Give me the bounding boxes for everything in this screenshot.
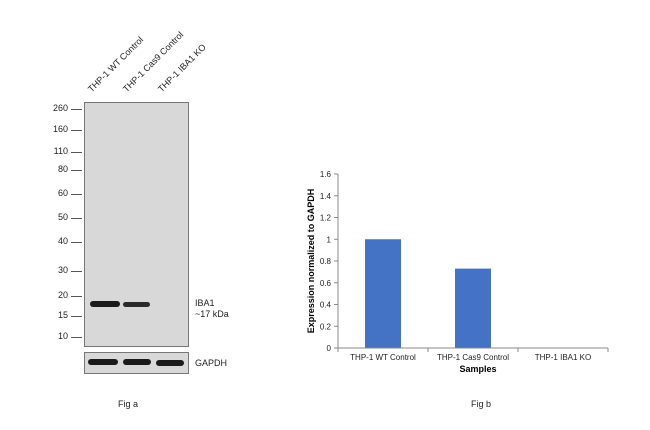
gapdh-band-wt bbox=[88, 359, 118, 365]
mw-tick bbox=[71, 218, 82, 219]
loading-control-label: GAPDH bbox=[195, 358, 228, 368]
bar-1 bbox=[365, 239, 401, 348]
y-tick-label: 1.6 bbox=[320, 170, 332, 179]
gapdh-band-ko bbox=[156, 360, 184, 366]
mw-marker-160: 160 bbox=[52, 124, 68, 134]
mw-marker-15: 15 bbox=[57, 310, 68, 320]
mw-tick bbox=[71, 130, 82, 131]
y-tick-label: 1.4 bbox=[320, 192, 332, 201]
bar-2 bbox=[455, 268, 491, 348]
mw-tick bbox=[71, 296, 82, 297]
target-size-label: ~17 kDa bbox=[195, 309, 229, 319]
y-tick-label: 0.6 bbox=[320, 279, 332, 288]
mw-marker-80: 80 bbox=[57, 164, 68, 174]
mw-tick bbox=[71, 271, 82, 272]
x-tick-label: THP-1 Cas9 Control bbox=[437, 353, 509, 362]
x-axis: THP-1 WT Control THP-1 Cas9 Control THP-1 … bbox=[337, 347, 609, 362]
target-protein-label: IBA1 bbox=[195, 298, 215, 308]
y-tick-label: 0.8 bbox=[320, 257, 332, 266]
mw-marker-60: 60 bbox=[57, 188, 68, 198]
gapdh-band-cas9 bbox=[123, 359, 151, 365]
y-tick-label: 1 bbox=[327, 235, 332, 244]
y-axis: 0 0.2 0.4 0.6 0.8 1 1.2 1.4 1.6 bbox=[320, 170, 339, 353]
mw-marker-50: 50 bbox=[57, 212, 68, 222]
mw-marker-260: 260 bbox=[52, 103, 68, 113]
mw-tick bbox=[71, 152, 82, 153]
bars bbox=[365, 239, 491, 348]
mw-tick bbox=[71, 242, 82, 243]
mw-tick bbox=[71, 194, 82, 195]
mw-marker-20: 20 bbox=[57, 290, 68, 300]
x-axis-title: Samples bbox=[459, 364, 496, 374]
mw-marker-110: 110 bbox=[53, 146, 68, 156]
iba1-band-cas9 bbox=[123, 302, 150, 307]
x-tick-label: THP-1 WT Control bbox=[350, 353, 416, 362]
lane-label-cas9: THP-1 Cas9 Control bbox=[120, 29, 186, 94]
y-tick-label: 0 bbox=[327, 344, 332, 353]
mw-marker-40: 40 bbox=[57, 236, 68, 246]
y-tick-label: 1.2 bbox=[320, 214, 332, 223]
iba1-band-wt bbox=[90, 301, 120, 307]
mw-marker-10: 10 bbox=[57, 331, 68, 341]
bar-chart: 0 0.2 0.4 0.6 0.8 1 1.2 1.4 1.6 THP-1 WT Control… bbox=[306, 170, 609, 374]
fig-a-caption: Fig a bbox=[118, 399, 139, 409]
mw-marker-30: 30 bbox=[57, 265, 68, 275]
y-tick-label: 0.4 bbox=[320, 301, 332, 310]
mw-tick bbox=[71, 337, 82, 338]
x-tick-label: THP-1 IBA1 KO bbox=[535, 353, 591, 362]
fig-b-caption: Fig b bbox=[471, 399, 492, 409]
y-axis-title: Expression normalized to GAPDH bbox=[306, 189, 316, 334]
y-tick-label: 0.2 bbox=[320, 322, 332, 331]
mw-tick bbox=[71, 316, 82, 317]
blot-membrane-iba1 bbox=[84, 102, 189, 347]
mw-tick bbox=[71, 109, 82, 110]
mw-tick bbox=[71, 170, 82, 171]
